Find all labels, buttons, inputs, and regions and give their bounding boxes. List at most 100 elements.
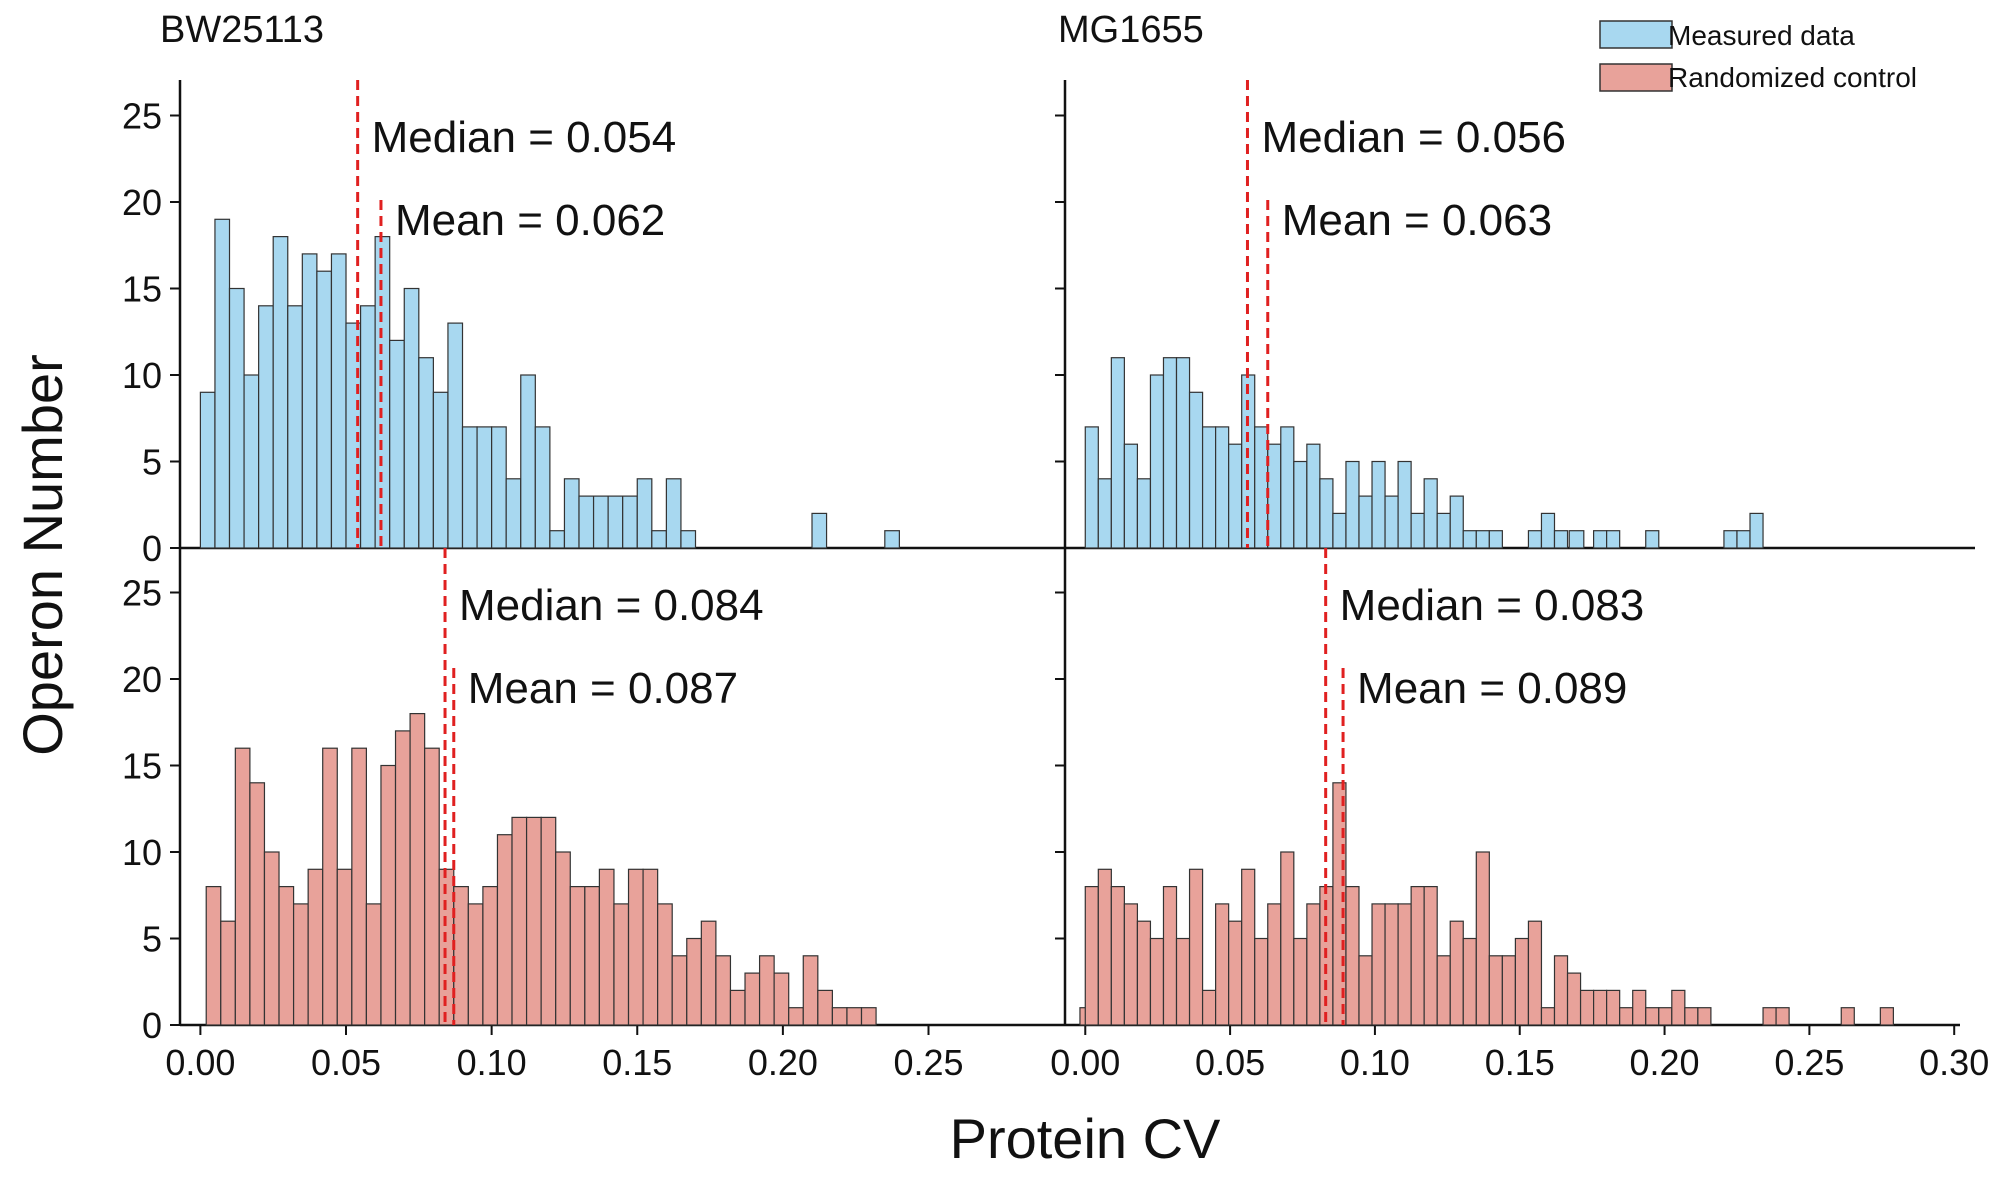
measured-bar xyxy=(1462,530,1477,549)
control-bar xyxy=(817,989,833,1026)
control-bar xyxy=(1762,1007,1777,1026)
control-bar xyxy=(1280,851,1295,1026)
x-tick-label: 0.05 xyxy=(1195,1042,1265,1083)
measured-bar xyxy=(1280,426,1295,549)
control-bar xyxy=(1879,1007,1894,1026)
control-bar xyxy=(1345,885,1360,1026)
control-bar xyxy=(627,868,644,1026)
measured-bar xyxy=(549,530,566,549)
measured-bar xyxy=(1306,443,1321,549)
control-bar xyxy=(613,903,630,1026)
control-bar xyxy=(788,1007,804,1026)
control-bar xyxy=(234,747,251,1026)
legend-label-control: Randomized control xyxy=(1668,62,1917,93)
measured-bar xyxy=(1397,460,1412,549)
control-bar xyxy=(1488,955,1503,1026)
measured-bar xyxy=(1749,512,1764,549)
control-bar xyxy=(1241,868,1256,1026)
measured-bar xyxy=(1436,512,1451,549)
control-bar xyxy=(1097,868,1112,1026)
control-bar xyxy=(1658,1007,1673,1026)
x-tick-label: 0.10 xyxy=(457,1042,527,1083)
mean-label: Mean = 0.089 xyxy=(1357,664,1627,713)
y-tick-label: 0 xyxy=(142,1005,162,1046)
control-bar xyxy=(1775,1007,1790,1026)
control-bar xyxy=(496,834,513,1026)
measured-bar xyxy=(1345,460,1360,549)
measured-bar xyxy=(1136,478,1152,549)
control-bar xyxy=(1475,851,1490,1026)
control-bar xyxy=(1162,885,1178,1026)
control-bar xyxy=(1671,989,1686,1026)
control-bar xyxy=(1254,937,1269,1026)
control-bar xyxy=(1110,885,1125,1026)
control-bar xyxy=(860,1007,877,1026)
control-bar xyxy=(773,972,790,1026)
control-bar xyxy=(1149,937,1165,1026)
x-tick-label: 0.20 xyxy=(1630,1042,1700,1083)
mean-label: Mean = 0.087 xyxy=(468,664,738,713)
x-tick-label: 0.10 xyxy=(1340,1042,1410,1083)
control-bar xyxy=(555,851,571,1026)
y-axis-title: Operon Number xyxy=(11,354,74,756)
control-bar xyxy=(831,1007,848,1026)
control-bar xyxy=(1553,955,1569,1026)
measured-bar xyxy=(1319,478,1334,549)
control-bar xyxy=(1527,920,1543,1026)
y-tick-label: 15 xyxy=(122,746,162,787)
control-bar xyxy=(453,885,469,1026)
y-tick-label: 15 xyxy=(122,269,162,310)
control-bar xyxy=(729,989,746,1026)
measured-bar xyxy=(199,391,216,549)
control-bar xyxy=(1397,903,1412,1026)
control-bar xyxy=(351,747,367,1026)
control-bar xyxy=(1358,955,1373,1026)
measured-bar xyxy=(214,218,231,549)
control-bar xyxy=(715,955,732,1026)
measured-bar xyxy=(287,305,303,549)
measured-bar xyxy=(884,530,900,549)
control-bar xyxy=(1201,989,1217,1026)
control-bar xyxy=(525,816,542,1026)
measured-bar xyxy=(330,253,347,549)
control-bar xyxy=(569,885,586,1026)
control-bar xyxy=(1449,920,1464,1026)
measured-bar xyxy=(578,495,595,549)
measured-bar xyxy=(592,495,609,549)
control-bar xyxy=(1423,885,1438,1026)
measured-bar xyxy=(1123,443,1139,549)
measured-bar xyxy=(1527,530,1543,549)
legend-swatch-control xyxy=(1599,63,1673,92)
control-bar xyxy=(1632,989,1647,1026)
measured-bar xyxy=(1593,530,1608,549)
measured-bar xyxy=(534,426,551,549)
control-bar xyxy=(467,903,484,1026)
control-bar xyxy=(802,955,819,1026)
control-bar xyxy=(657,903,673,1026)
median-label: Median = 0.056 xyxy=(1261,113,1566,162)
measured-bar xyxy=(680,530,697,549)
control-bar xyxy=(671,955,688,1026)
x-tick-label: 0.20 xyxy=(748,1042,818,1083)
measured-bar xyxy=(1110,357,1125,549)
control-bar xyxy=(336,868,353,1026)
measured-bar xyxy=(272,236,289,549)
control-bar xyxy=(598,868,615,1026)
control-bar xyxy=(1684,1007,1699,1026)
measured-bar xyxy=(622,495,638,549)
measured-bar xyxy=(1358,495,1373,549)
measured-bar xyxy=(1149,374,1165,549)
control-bar xyxy=(1175,937,1191,1026)
measured-bar xyxy=(1384,495,1399,549)
measured-bar xyxy=(461,426,478,549)
control-bar xyxy=(1267,903,1282,1026)
x-tick-label: 0.30 xyxy=(1919,1042,1989,1083)
mean-label: Mean = 0.062 xyxy=(395,196,665,245)
measured-bar xyxy=(1188,391,1204,549)
control-bar xyxy=(278,885,295,1026)
measured-bar xyxy=(1553,530,1569,549)
measured-bar xyxy=(476,426,493,549)
measured-bar xyxy=(316,270,333,549)
measured-bar xyxy=(1201,426,1217,549)
